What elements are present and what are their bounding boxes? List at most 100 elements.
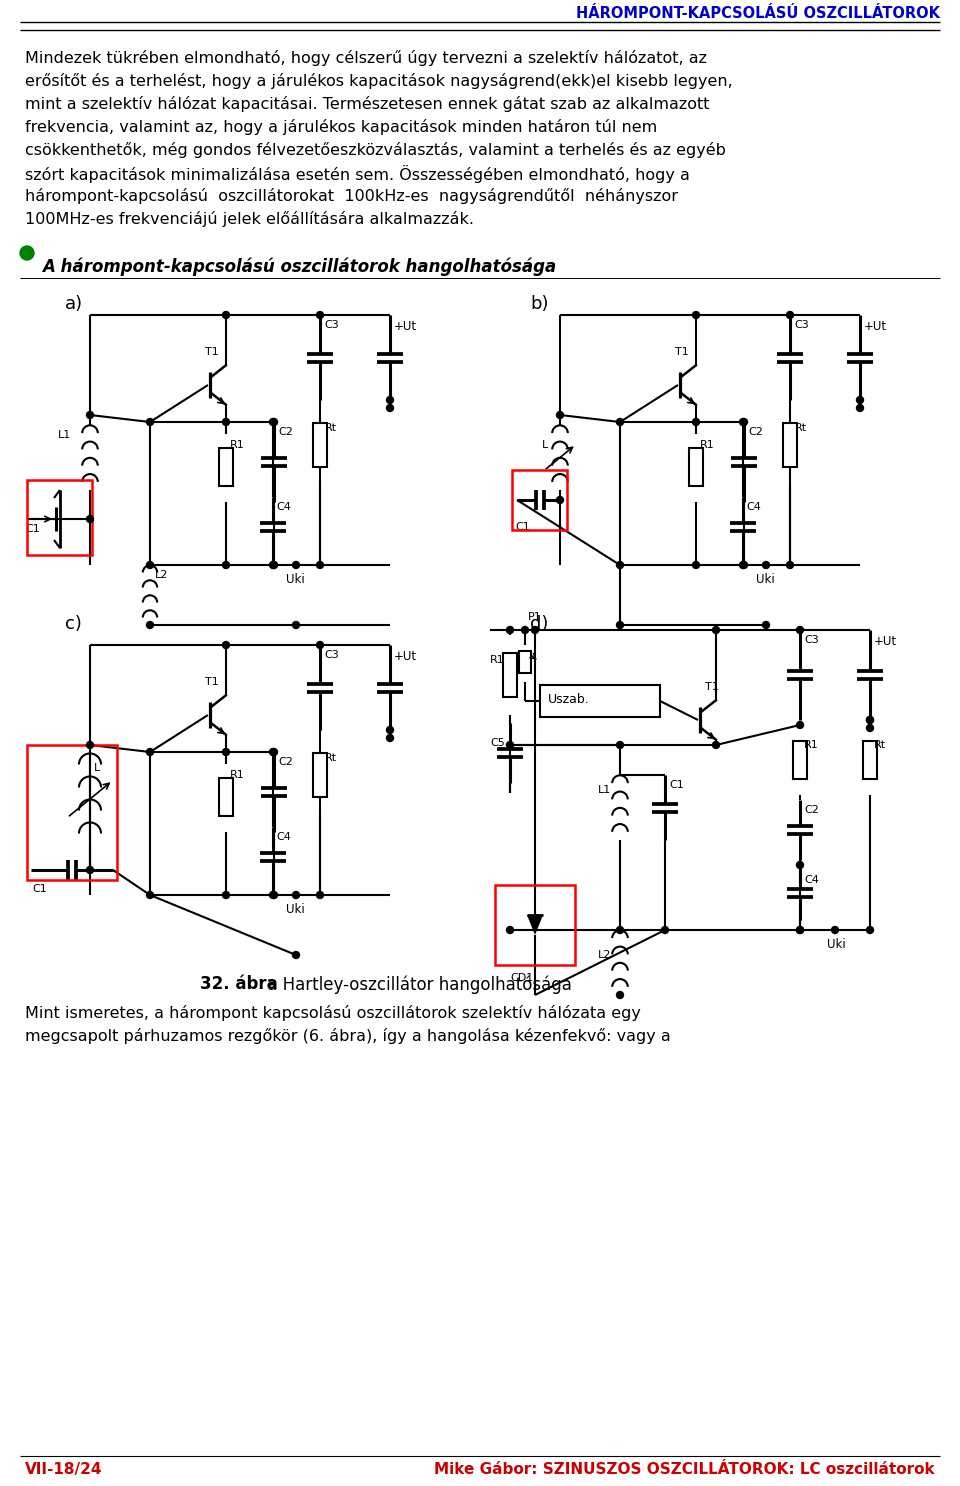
Text: CD1: CD1 [510, 973, 533, 984]
Circle shape [223, 419, 229, 425]
Text: b): b) [530, 296, 548, 314]
Circle shape [387, 727, 394, 734]
Circle shape [616, 991, 623, 999]
Text: Mike Gábor: SZINUSZOS OSZCILLÁTOROK: LC oszcillátorok: Mike Gábor: SZINUSZOS OSZCILLÁTOROK: LC … [434, 1462, 935, 1477]
Text: Rt: Rt [325, 424, 337, 432]
Text: A hárompont-kapcsolású oszcillátorok hangolhatósága: A hárompont-kapcsolású oszcillátorok han… [42, 259, 556, 276]
Bar [512, 470, 567, 531]
Circle shape [271, 892, 277, 899]
Text: C3: C3 [324, 319, 339, 330]
Text: csökkenthetők, még gondos félvezetőeszközválasztás, valamint a terhelés és az eg: csökkenthetők, még gondos félvezetőeszkö… [25, 143, 726, 158]
Text: R1: R1 [804, 740, 819, 750]
Circle shape [557, 412, 564, 419]
Bar [27, 744, 117, 880]
Circle shape [739, 419, 747, 425]
Text: Mint ismeretes, a hárompont kapcsolású oszcillátorok szelektív hálózata egy: Mint ismeretes, a hárompont kapcsolású o… [25, 1005, 641, 1021]
Polygon shape [527, 915, 543, 935]
Text: C2: C2 [278, 426, 293, 437]
Circle shape [532, 627, 539, 633]
Circle shape [557, 496, 564, 504]
Bar [519, 651, 531, 673]
Circle shape [616, 419, 623, 425]
Circle shape [86, 742, 93, 749]
Circle shape [20, 247, 34, 260]
Text: frekvencia, valamint az, hogy a járulékos kapacitások minden határon túl nem: frekvencia, valamint az, hogy a járuléko… [25, 119, 658, 135]
Circle shape [762, 621, 770, 629]
Text: P1: P1 [528, 612, 541, 623]
Circle shape [271, 562, 277, 569]
Circle shape [147, 749, 154, 755]
Circle shape [856, 404, 863, 412]
Text: HÁROMPONT-KAPCSOLÁSÚ OSZCILLÁTOROK: HÁROMPONT-KAPCSOLÁSÚ OSZCILLÁTOROK [576, 6, 940, 21]
Text: Rt: Rt [795, 424, 807, 432]
Circle shape [293, 951, 300, 958]
Circle shape [317, 642, 324, 648]
Circle shape [616, 742, 623, 749]
Circle shape [867, 725, 874, 731]
Text: Uszab.: Uszab. [548, 692, 589, 706]
Text: R1: R1 [230, 440, 245, 450]
Text: C1: C1 [515, 522, 530, 532]
Text: Uki: Uki [756, 574, 775, 585]
Circle shape [147, 562, 154, 569]
Text: L1: L1 [58, 429, 71, 440]
Circle shape [616, 562, 623, 569]
Circle shape [507, 627, 514, 633]
Circle shape [740, 419, 748, 425]
Circle shape [616, 926, 623, 933]
Circle shape [293, 892, 300, 899]
Circle shape [271, 419, 277, 425]
Text: C4: C4 [804, 875, 819, 886]
Text: C4: C4 [276, 832, 291, 843]
Text: Mindezek tükrében elmondható, hogy célszerű úgy tervezni a szelektív hálózatot, : Mindezek tükrében elmondható, hogy célsz… [25, 51, 707, 65]
Circle shape [856, 397, 863, 404]
Text: C3: C3 [804, 635, 819, 645]
Circle shape [712, 742, 719, 749]
Text: C1: C1 [32, 884, 47, 895]
Circle shape [831, 926, 838, 933]
Bar [313, 753, 327, 796]
Circle shape [797, 862, 804, 868]
Text: a Hartley-oszcillátor hangolhatósága: a Hartley-oszcillátor hangolhatósága [262, 975, 572, 994]
Circle shape [507, 926, 514, 933]
Circle shape [616, 621, 623, 629]
Circle shape [270, 749, 276, 755]
Circle shape [797, 926, 804, 933]
Circle shape [317, 892, 324, 899]
Circle shape [223, 642, 229, 648]
Text: L1: L1 [598, 785, 612, 795]
Circle shape [692, 419, 700, 425]
Text: +Ut: +Ut [394, 319, 418, 333]
Text: Uki: Uki [286, 903, 304, 915]
Text: 32. ábra: 32. ábra [200, 975, 277, 993]
Bar [495, 886, 575, 964]
Text: C1: C1 [669, 780, 684, 791]
Text: mint a szelektív hálózat kapacitásai. Természetesen ennek gátat szab az alkalmaz: mint a szelektív hálózat kapacitásai. Te… [25, 97, 709, 111]
Circle shape [86, 866, 93, 874]
Circle shape [521, 627, 529, 633]
Text: VII-18/24: VII-18/24 [25, 1462, 103, 1477]
Text: 100MHz-es frekvenciájú jelek előállítására alkalmazzák.: 100MHz-es frekvenciájú jelek előállításá… [25, 211, 474, 227]
Circle shape [786, 312, 794, 318]
Bar [540, 685, 660, 718]
Text: erősítőt és a terhelést, hogy a járulékos kapacitások nagyságrend(ekk)el kisebb : erősítőt és a terhelést, hogy a járuléko… [25, 73, 732, 89]
Circle shape [797, 627, 804, 633]
Circle shape [867, 716, 874, 724]
Text: Uki: Uki [827, 938, 846, 951]
Circle shape [317, 562, 324, 569]
Text: C2: C2 [748, 426, 763, 437]
Text: T1: T1 [205, 348, 219, 357]
Bar [503, 652, 517, 697]
Text: C2: C2 [804, 805, 819, 814]
Text: megcsapolt párhuzamos rezgőkör (6. ábra), így a hangolása kézenfekvő: vagy a: megcsapolt párhuzamos rezgőkör (6. ábra)… [25, 1028, 671, 1045]
Circle shape [271, 749, 277, 755]
Text: T1: T1 [705, 682, 719, 692]
Text: R1: R1 [700, 440, 715, 450]
Bar [219, 777, 233, 816]
Circle shape [740, 562, 748, 569]
Circle shape [867, 716, 874, 724]
Text: C4: C4 [276, 502, 291, 513]
Text: T1: T1 [675, 348, 688, 357]
Text: a): a) [65, 296, 84, 314]
Circle shape [387, 397, 394, 404]
